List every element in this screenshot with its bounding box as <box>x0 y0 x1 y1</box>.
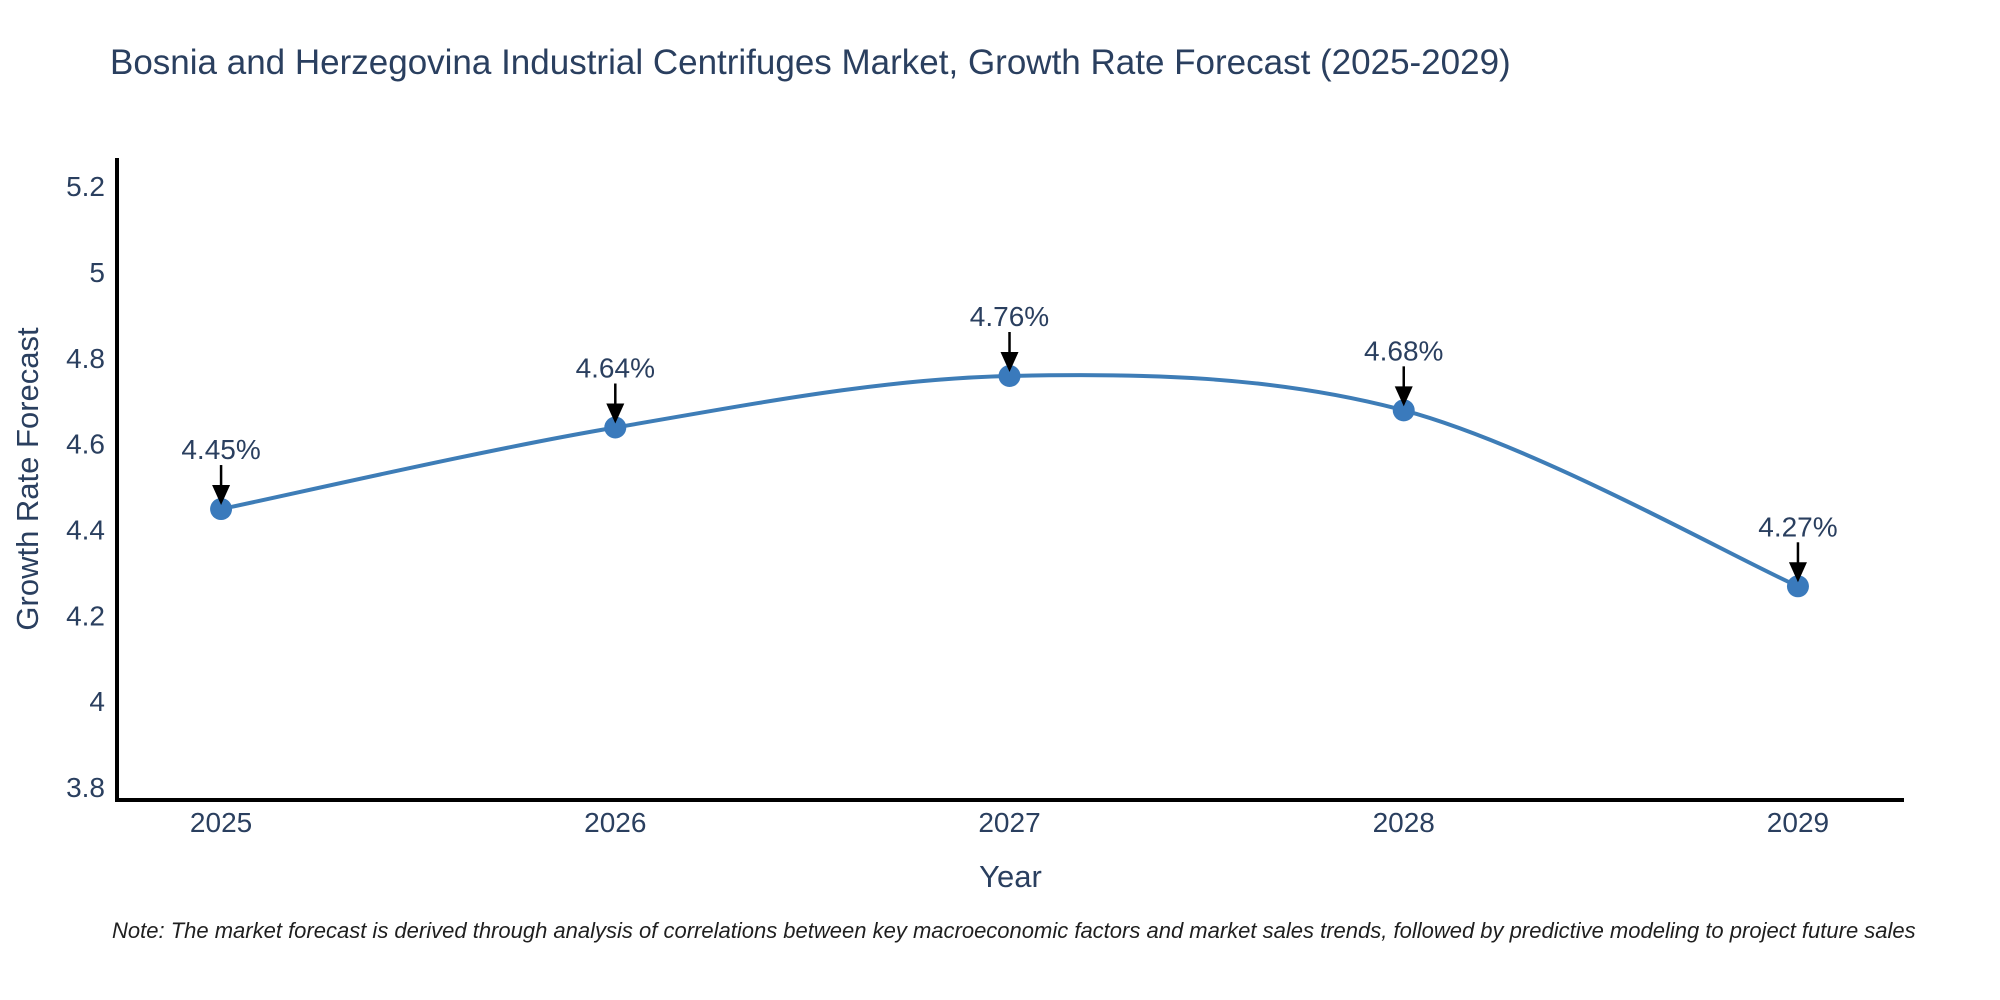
y-tick-label: 4.2 <box>66 600 105 631</box>
x-tick-label: 2027 <box>978 807 1040 838</box>
point-annotation-label: 4.64% <box>576 353 655 384</box>
point-annotation-label: 4.27% <box>1758 511 1837 542</box>
x-tick-label: 2028 <box>1373 807 1435 838</box>
y-tick-label: 4.6 <box>66 429 105 460</box>
data-point-2025[interactable] <box>210 498 233 521</box>
data-point-2026[interactable] <box>604 416 627 439</box>
y-tick-label: 4.8 <box>66 343 105 374</box>
x-tick-label: 2025 <box>190 807 252 838</box>
point-annotation-label: 4.45% <box>181 434 260 465</box>
x-axis-title: Year <box>979 859 1042 894</box>
y-tick-label: 5.2 <box>66 171 105 202</box>
annotation-arrowhead <box>1788 562 1807 583</box>
annotation-arrowhead <box>1000 352 1019 373</box>
chart-title: Bosnia and Herzegovina Industrial Centri… <box>110 43 1511 82</box>
point-annotation-label: 4.76% <box>970 301 1049 332</box>
y-tick-label: 5 <box>89 257 105 288</box>
data-point-2029[interactable] <box>1786 575 1809 598</box>
series-line <box>219 373 1800 589</box>
data-point-2027[interactable] <box>998 365 1021 388</box>
y-tick-label: 4.4 <box>66 514 105 545</box>
annotation-arrowhead <box>606 403 625 424</box>
y-tick-label: 4 <box>89 686 105 717</box>
data-point-2028[interactable] <box>1392 399 1415 422</box>
x-tick-label: 2026 <box>584 807 646 838</box>
y-axis-title: Growth Rate Forecast <box>10 327 45 631</box>
y-tick-label: 3.8 <box>66 772 105 803</box>
annotation-arrowhead <box>212 485 231 506</box>
point-annotation-label: 4.68% <box>1364 335 1443 366</box>
footnote: Note: The market forecast is derived thr… <box>112 918 1916 943</box>
x-tick-label: 2029 <box>1767 807 1829 838</box>
annotation-arrowhead <box>1394 386 1413 407</box>
